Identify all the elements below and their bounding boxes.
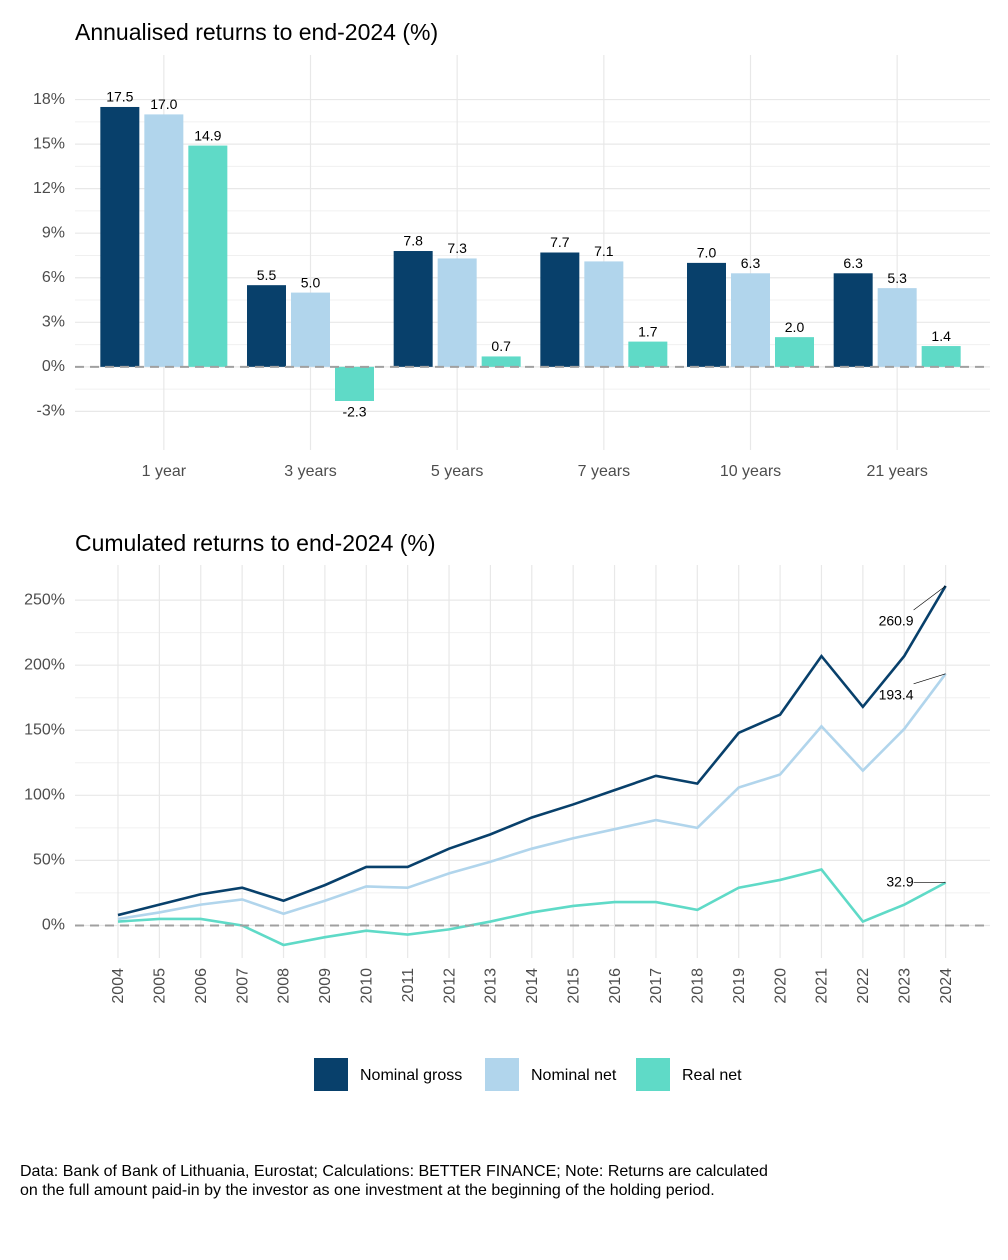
- x-tick-label: 2016: [607, 968, 624, 1004]
- y-tick-label: 0%: [42, 358, 65, 375]
- value-label: 14.9: [194, 127, 221, 143]
- x-tick-label: 2021: [814, 968, 831, 1004]
- value-label: 7.7: [550, 234, 570, 250]
- y-tick-label: 150%: [24, 721, 65, 738]
- line: [117, 585, 947, 917]
- x-tick-label: 2006: [193, 968, 210, 1004]
- line: [117, 673, 947, 921]
- x-tick-label: 2017: [648, 968, 665, 1004]
- x-tick-label: 2014: [524, 968, 541, 1004]
- bar: [188, 145, 228, 367]
- x-tick-label: 2009: [317, 968, 334, 1004]
- x-tick-label: 3 years: [284, 463, 336, 480]
- x-tick-label: 2011: [400, 968, 417, 1003]
- value-label: 17.0: [150, 96, 177, 112]
- x-tick-label: 21 years: [866, 463, 927, 480]
- value-label: 5.3: [887, 270, 907, 286]
- y-tick-label: 6%: [42, 269, 65, 286]
- y-tick-label: 250%: [24, 591, 65, 608]
- x-tick-label: 2023: [896, 968, 913, 1004]
- bar: [540, 252, 580, 367]
- x-tick-label: 2007: [234, 968, 251, 1004]
- bar: [687, 262, 726, 367]
- bar: [291, 292, 330, 367]
- x-tick-label: 2012: [441, 968, 458, 1004]
- x-tick-label: 2022: [855, 968, 872, 1004]
- x-tick-label: 2004: [110, 968, 127, 1004]
- legend-label: Real net: [682, 1067, 742, 1084]
- bar: [393, 251, 433, 367]
- x-tick-label: 2019: [731, 968, 748, 1004]
- value-label: 1.7: [638, 323, 658, 339]
- value-label: 5.5: [257, 267, 277, 283]
- y-tick-label: 100%: [24, 787, 65, 804]
- value-label: 32.9: [886, 873, 913, 889]
- x-tick-label: 5 years: [431, 463, 483, 480]
- value-label: 0.7: [491, 338, 511, 354]
- x-tick-label: 2010: [358, 968, 375, 1004]
- legend-swatch: [636, 1058, 670, 1091]
- value-label: 17.5: [106, 89, 133, 105]
- value-label: 193.4: [879, 686, 914, 702]
- label-leader: [913, 673, 946, 685]
- bar: [921, 346, 961, 367]
- x-tick-label: 2015: [565, 968, 582, 1004]
- bar: [775, 337, 814, 367]
- line: [117, 868, 947, 947]
- y-tick-label: -3%: [37, 403, 65, 420]
- y-tick-label: 0%: [42, 917, 65, 934]
- value-label: 2.0: [785, 319, 805, 335]
- value-label: -2.3: [342, 404, 366, 420]
- value-label: 7.1: [594, 243, 614, 259]
- x-tick-label: 2005: [152, 968, 169, 1004]
- value-label: 6.3: [843, 255, 863, 271]
- x-tick-label: 1 year: [142, 463, 187, 480]
- value-label: 7.3: [447, 240, 467, 256]
- x-tick-label: 2024: [938, 968, 955, 1004]
- legend-label: Nominal gross: [360, 1067, 462, 1084]
- y-tick-label: 18%: [33, 91, 65, 108]
- y-tick-label: 3%: [42, 314, 65, 331]
- value-label: 260.9: [879, 613, 914, 629]
- source-note: Data: Bank of Bank of Lithuania, Eurosta…: [20, 1163, 768, 1199]
- bar: [833, 273, 873, 367]
- x-tick-label: 2020: [772, 968, 789, 1004]
- y-tick-label: 9%: [42, 224, 65, 241]
- label-leader: [913, 585, 946, 611]
- x-tick-label: 2013: [483, 968, 500, 1004]
- bar: [144, 114, 184, 367]
- legend-label: Nominal net: [531, 1067, 617, 1084]
- bar: [100, 106, 140, 367]
- y-tick-label: 12%: [33, 180, 65, 197]
- x-tick-label: 7 years: [578, 463, 630, 480]
- bar: [437, 258, 477, 367]
- x-tick-label: 10 years: [720, 463, 781, 480]
- bar: [335, 366, 374, 401]
- y-tick-label: 50%: [33, 852, 65, 869]
- value-label: 6.3: [741, 255, 761, 271]
- x-tick-label: 2008: [276, 968, 293, 1004]
- bar: [628, 341, 668, 367]
- value-label: 5.0: [301, 274, 321, 290]
- bar: [247, 285, 286, 367]
- value-label: 1.4: [931, 328, 951, 344]
- bar: [731, 273, 770, 367]
- chart-title: Cumulated returns to end-2024 (%): [75, 530, 436, 556]
- value-label: 7.0: [697, 245, 717, 261]
- y-tick-label: 15%: [33, 135, 65, 152]
- bar: [481, 356, 521, 367]
- chart-title: Annualised returns to end-2024 (%): [75, 19, 438, 45]
- x-tick-label: 2018: [690, 968, 707, 1004]
- value-label: 7.8: [403, 233, 423, 249]
- legend-swatch: [314, 1058, 348, 1091]
- y-tick-label: 200%: [24, 656, 65, 673]
- bar: [584, 261, 624, 367]
- bar: [877, 288, 917, 367]
- legend-swatch: [485, 1058, 519, 1091]
